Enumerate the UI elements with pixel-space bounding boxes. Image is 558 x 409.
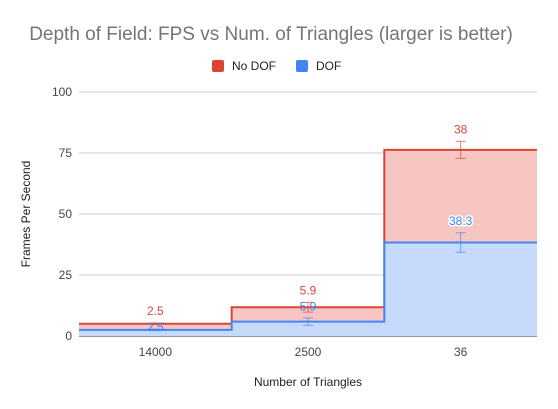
x-axis-title: Number of Triangles <box>254 375 362 389</box>
error-bar <box>303 317 313 326</box>
y-tick-label: 100 <box>52 85 72 99</box>
x-axis-ticks: 14000 2500 36 <box>139 345 468 359</box>
error-bar <box>303 301 313 313</box>
data-label: 2.5 <box>147 304 164 318</box>
series-area-1 <box>79 242 537 336</box>
y-tick-label: 75 <box>59 146 73 160</box>
y-tick-label: 25 <box>59 268 73 282</box>
y-tick-label: 50 <box>59 207 73 221</box>
y-axis-title: Frames Per Second <box>19 161 33 268</box>
data-label: 5.9 <box>300 299 317 313</box>
data-label: 38.3 <box>449 214 473 228</box>
data-labels: 2.5 5.9 38 2.5 5.9 38.3 <box>147 122 474 334</box>
y-axis-ticks: 0 25 50 75 100 <box>52 85 72 343</box>
legend-swatch-no-dof[interactable] <box>212 60 224 72</box>
error-bar <box>150 328 161 332</box>
legend-label-no-dof[interactable]: No DOF <box>232 59 276 73</box>
y-tick-label: 0 <box>65 329 72 343</box>
plot-area <box>79 140 537 336</box>
legend: No DOF DOF <box>212 59 341 73</box>
error-bar <box>455 232 466 253</box>
error-bar <box>150 322 161 326</box>
data-label: 5.9 <box>300 283 317 297</box>
data-label: 2.5 <box>147 320 164 334</box>
x-tick-label: 14000 <box>139 345 173 359</box>
x-tick-label: 2500 <box>295 345 322 359</box>
x-tick-label: 36 <box>454 345 468 359</box>
error-bar <box>455 140 466 159</box>
legend-label-dof[interactable]: DOF <box>316 59 341 73</box>
legend-swatch-dof[interactable] <box>296 60 308 72</box>
chart-title: Depth of Field: FPS vs Num. of Triangles… <box>29 24 513 45</box>
data-label: 38 <box>454 122 468 136</box>
